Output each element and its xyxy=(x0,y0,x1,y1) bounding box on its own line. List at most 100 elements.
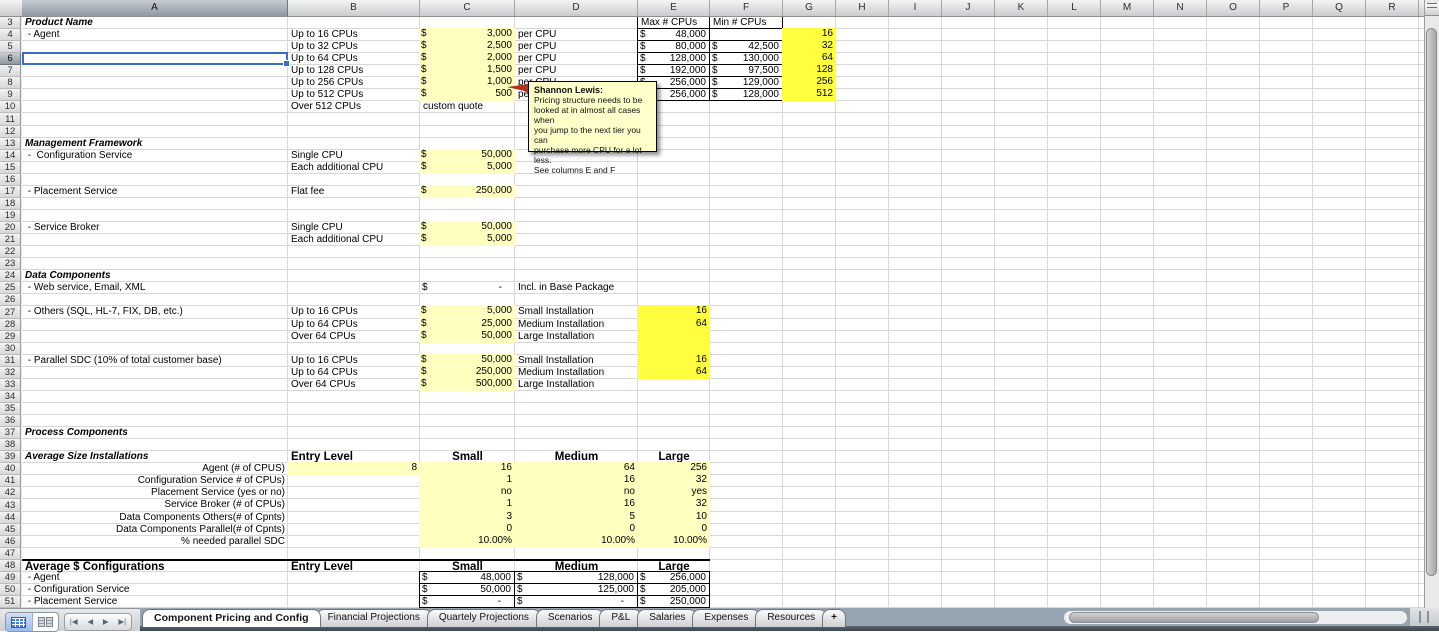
column-header-J[interactable]: J xyxy=(942,0,995,16)
row-header-33[interactable]: 33 xyxy=(0,379,21,391)
row-header-51[interactable]: 51 xyxy=(0,596,21,608)
cell-C28[interactable]: $25,000 xyxy=(419,318,515,331)
cell-D48[interactable]: Medium xyxy=(515,559,638,573)
row-header-44[interactable]: 44 xyxy=(0,512,21,524)
cell-D29[interactable]: Large Installation xyxy=(518,331,595,342)
cell-B20[interactable]: Single CPU xyxy=(291,222,343,233)
cell-A49[interactable]: - Agent xyxy=(25,572,60,583)
cell-C9[interactable]: $500 xyxy=(419,88,515,101)
cell-B17[interactable]: Flat fee xyxy=(291,186,325,197)
cell-B5[interactable]: Up to 32 CPUs xyxy=(291,41,358,52)
cell-B32[interactable]: Up to 64 CPUs xyxy=(291,367,358,378)
cell-G8[interactable]: 256 xyxy=(782,76,836,89)
horizontal-scrollbar[interactable] xyxy=(1063,610,1408,625)
cell-A44[interactable]: Data Components Others(# of Cpnts) xyxy=(119,512,285,523)
cell-D41[interactable]: 16 xyxy=(514,474,638,487)
first-tab-button[interactable]: |◀ xyxy=(69,617,78,626)
row-header-14[interactable]: 14 xyxy=(0,150,21,162)
cell-E28[interactable]: 64 xyxy=(637,318,710,331)
cell-B21[interactable]: Each additional CPU xyxy=(291,234,384,245)
row-header-12[interactable]: 12 xyxy=(0,126,21,138)
row-header-20[interactable]: 20 xyxy=(0,222,21,234)
row-header-35[interactable]: 35 xyxy=(0,403,21,415)
cell-G4[interactable]: 16 xyxy=(782,28,836,41)
column-header-I[interactable]: I xyxy=(889,0,942,16)
row-header-21[interactable]: 21 xyxy=(0,234,21,246)
cell-C15[interactable]: $5,000 xyxy=(419,161,515,174)
row-header-38[interactable]: 38 xyxy=(0,439,21,451)
cell-D44[interactable]: 5 xyxy=(514,511,638,524)
cell-A50[interactable]: - Configuration Service xyxy=(25,584,130,595)
cell-A41[interactable]: Configuration Service # of CPUs) xyxy=(137,475,285,486)
cell-A24[interactable]: Data Components xyxy=(25,270,111,281)
cell-B15[interactable]: Each additional CPU xyxy=(291,162,384,173)
row-header-25[interactable]: 25 xyxy=(0,282,21,294)
cell-B40[interactable]: 8 xyxy=(287,462,420,475)
row-header-49[interactable]: 49 xyxy=(0,572,21,584)
cell-E27[interactable]: 16 xyxy=(637,305,710,319)
cell-C44[interactable]: 3 xyxy=(419,511,515,524)
cell-A43[interactable]: Service Broker (# of CPUs) xyxy=(164,499,285,510)
add-sheet-tab[interactable]: + xyxy=(822,609,846,627)
column-header-F[interactable]: F xyxy=(710,0,783,16)
cell-D46[interactable]: 10.00% xyxy=(514,535,638,548)
cell-G7[interactable]: 128 xyxy=(782,64,836,77)
row-header-42[interactable]: 42 xyxy=(0,487,21,499)
row-header-46[interactable]: 46 xyxy=(0,536,21,548)
scrollbar-split-handle[interactable] xyxy=(1425,3,1439,16)
cell-A31[interactable]: - Parallel SDC (10% of total customer ba… xyxy=(25,355,222,366)
row-header-31[interactable]: 31 xyxy=(0,355,21,367)
cell-A48[interactable]: Average $ Configurations xyxy=(22,559,288,573)
cell-A42[interactable]: Placement Service (yes or no) xyxy=(151,487,285,498)
cell-B29[interactable]: Over 64 CPUs xyxy=(291,331,356,342)
row-header-36[interactable]: 36 xyxy=(0,415,21,427)
cell-C6[interactable]: $2,000 xyxy=(419,52,515,65)
cell-D51[interactable]: $ - xyxy=(514,595,638,608)
cell-C17[interactable]: $250,000 xyxy=(419,185,515,198)
cell-A13[interactable]: Management Framework xyxy=(25,138,143,149)
cell-E45[interactable]: 0 xyxy=(637,523,710,536)
cell-D43[interactable]: 16 xyxy=(514,498,638,512)
row-header-22[interactable]: 22 xyxy=(0,246,21,258)
cell-G5[interactable]: 32 xyxy=(782,40,836,53)
cell-E30[interactable] xyxy=(637,342,710,355)
cell-C29[interactable]: $50,000 xyxy=(419,330,515,343)
cell-A4[interactable]: - Agent xyxy=(25,29,60,40)
cell-D28[interactable]: Medium Installation xyxy=(518,319,605,330)
row-header-43[interactable]: 43 xyxy=(0,499,21,512)
cell-C41[interactable]: 1 xyxy=(419,474,515,487)
row-header-29[interactable]: 29 xyxy=(0,331,21,343)
column-header-M[interactable]: M xyxy=(1101,0,1154,16)
cell-E31[interactable]: 16 xyxy=(637,354,710,367)
row-header-48[interactable]: 48 xyxy=(0,560,21,572)
cell-C10[interactable]: custom quote xyxy=(423,101,484,112)
page-layout-view-button[interactable] xyxy=(31,613,59,631)
cell-E46[interactable]: 10.00% xyxy=(637,535,710,548)
row-header-15[interactable]: 15 xyxy=(0,162,21,174)
cell-G9[interactable]: 512 xyxy=(782,88,836,101)
cell-E41[interactable]: 32 xyxy=(637,474,710,487)
cell-C27[interactable]: $5,000 xyxy=(419,305,515,319)
normal-view-button[interactable] xyxy=(6,613,32,631)
row-header-24[interactable]: 24 xyxy=(0,270,21,282)
cell-A3[interactable]: Product Name xyxy=(25,17,93,28)
cell-B6[interactable]: Up to 64 CPUs xyxy=(291,53,358,64)
cell-A39[interactable]: Average Size Installations xyxy=(25,451,149,462)
cell-C45[interactable]: 0 xyxy=(419,523,515,536)
cell-F9[interactable]: $128,000 xyxy=(709,88,783,101)
cell-B27[interactable]: Up to 16 CPUs xyxy=(291,306,358,317)
cell-D45[interactable]: 0 xyxy=(514,523,638,536)
cell-A51[interactable]: - Placement Service xyxy=(25,596,118,607)
cell-D27[interactable]: Small Installation xyxy=(518,306,594,317)
cell-D32[interactable]: Medium Installation xyxy=(518,367,605,378)
row-header-37[interactable]: 37 xyxy=(0,427,21,439)
cell-E40[interactable]: 256 xyxy=(637,462,710,475)
row-header-19[interactable]: 19 xyxy=(0,210,21,222)
row-header-39[interactable]: 39 xyxy=(0,451,21,463)
column-header-G[interactable]: G xyxy=(783,0,836,16)
cell-C4[interactable]: $3,000 xyxy=(419,28,515,41)
cell-D40[interactable]: 64 xyxy=(514,462,638,475)
column-header-B[interactable]: B xyxy=(288,0,420,16)
cell-B7[interactable]: Up to 128 CPUs xyxy=(291,65,364,76)
cell-C43[interactable]: 1 xyxy=(419,498,515,512)
